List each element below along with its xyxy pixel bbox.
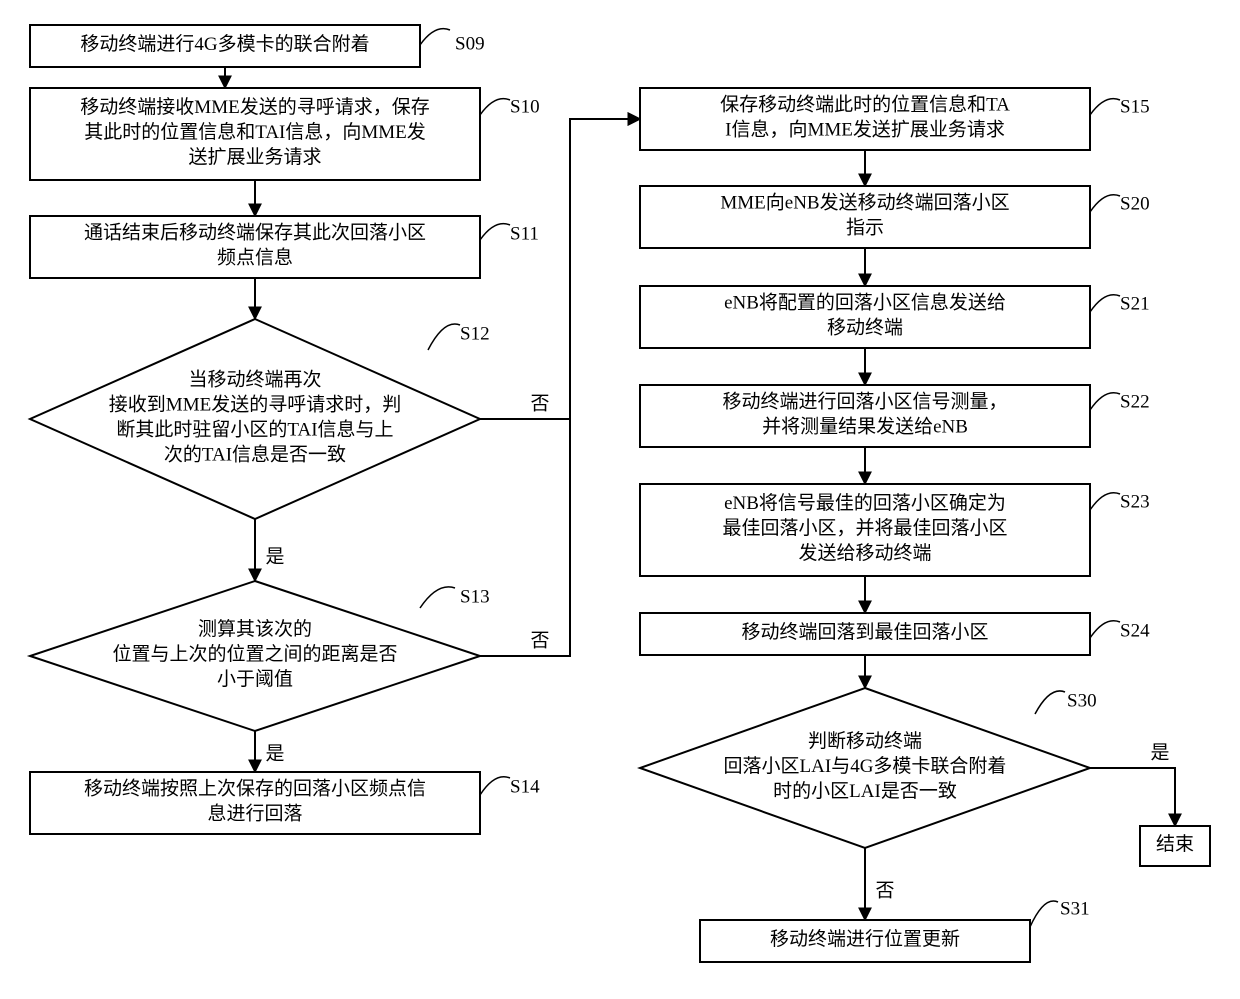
edge-s12-s15 <box>480 119 640 419</box>
leader-3 <box>428 324 460 350</box>
node-s23: eNB将信号最佳的回落小区确定为最佳回落小区，并将最佳回落小区发送给移动终端 <box>640 484 1090 576</box>
node-s14: 移动终端按照上次保存的回落小区频点信息进行回落 <box>30 772 480 834</box>
leader-12 <box>1035 691 1065 714</box>
leader-1 <box>480 99 510 115</box>
label-s15: S15 <box>1120 96 1150 117</box>
label-s13: S13 <box>460 586 490 607</box>
leader-8 <box>1090 295 1120 312</box>
leader-2 <box>480 224 510 240</box>
node-end: 结束 <box>1140 826 1210 866</box>
svg-text:移动终端进行位置更新: 移动终端进行位置更新 <box>770 928 960 950</box>
label-s10: S10 <box>510 96 540 117</box>
svg-text:结束: 结束 <box>1156 833 1194 855</box>
label-s22: S22 <box>1120 391 1150 412</box>
node-s24: 移动终端回落到最佳回落小区 <box>640 613 1090 655</box>
leader-5 <box>480 777 510 795</box>
node-s12: 当移动终端再次接收到MME发送的寻呼请求时，判断其此时驻留小区的TAI信息与上次… <box>30 319 480 519</box>
leader-0 <box>420 29 450 45</box>
leader-7 <box>1090 195 1120 212</box>
node-s10: 移动终端接收MME发送的寻呼请求，保存其此时的位置信息和TAI信息，向MME发送… <box>30 88 480 180</box>
node-s21: eNB将配置的回落小区信息发送给移动终端 <box>640 286 1090 348</box>
edge-label-3: 是 <box>265 546 284 567</box>
flowchart-canvas: 移动终端进行4G多模卡的联合附着移动终端接收MME发送的寻呼请求，保存其此时的位… <box>0 0 1240 999</box>
edge-label-4: 是 <box>265 743 284 764</box>
edge-label-13: 是 <box>1150 742 1169 763</box>
leader-9 <box>1090 393 1120 410</box>
svg-text:移动终端回落到最佳回落小区: 移动终端回落到最佳回落小区 <box>741 621 988 643</box>
label-s11: S11 <box>510 223 539 244</box>
edge-label-5: 否 <box>530 393 549 414</box>
label-s09: S09 <box>455 33 485 54</box>
label-s31: S31 <box>1060 898 1090 919</box>
leader-10 <box>1090 493 1120 510</box>
edge-s13-s15 <box>480 119 640 656</box>
node-s11: 通话结束后移动终端保存其此次回落小区频点信息 <box>30 216 480 278</box>
edge-label-6: 否 <box>530 630 549 651</box>
leader-13 <box>1030 901 1058 927</box>
node-s30: 判断移动终端回落小区LAI与4G多模卡联合附着时的小区LAI是否一致 <box>640 688 1090 848</box>
label-s23: S23 <box>1120 491 1150 512</box>
node-s13: 测算其该次的位置与上次的位置之间的距离是否小于阈值 <box>30 581 480 731</box>
label-s30: S30 <box>1067 690 1097 711</box>
node-s31: 移动终端进行位置更新 <box>700 920 1030 962</box>
label-s14: S14 <box>510 776 540 797</box>
leader-4 <box>420 587 455 608</box>
nodes: 移动终端进行4G多模卡的联合附着移动终端接收MME发送的寻呼请求，保存其此时的位… <box>30 25 1210 962</box>
label-s21: S21 <box>1120 293 1150 314</box>
node-s09: 移动终端进行4G多模卡的联合附着 <box>30 25 420 67</box>
node-s22: 移动终端进行回落小区信号测量，并将测量结果发送给eNB <box>640 385 1090 447</box>
node-s15: 保存移动终端此时的位置信息和TAI信息，向MME发送扩展业务请求 <box>640 88 1090 150</box>
label-s24: S24 <box>1120 620 1150 641</box>
node-s20: MME向eNB发送移动终端回落小区指示 <box>640 186 1090 248</box>
edge-label-14: 否 <box>875 880 894 901</box>
leader-11 <box>1090 621 1120 638</box>
edge-s30-end <box>1090 768 1175 826</box>
label-s12: S12 <box>460 323 490 344</box>
label-s20: S20 <box>1120 193 1150 214</box>
leader-6 <box>1090 99 1120 115</box>
svg-text:移动终端进行4G多模卡的联合附着: 移动终端进行4G多模卡的联合附着 <box>80 33 369 55</box>
